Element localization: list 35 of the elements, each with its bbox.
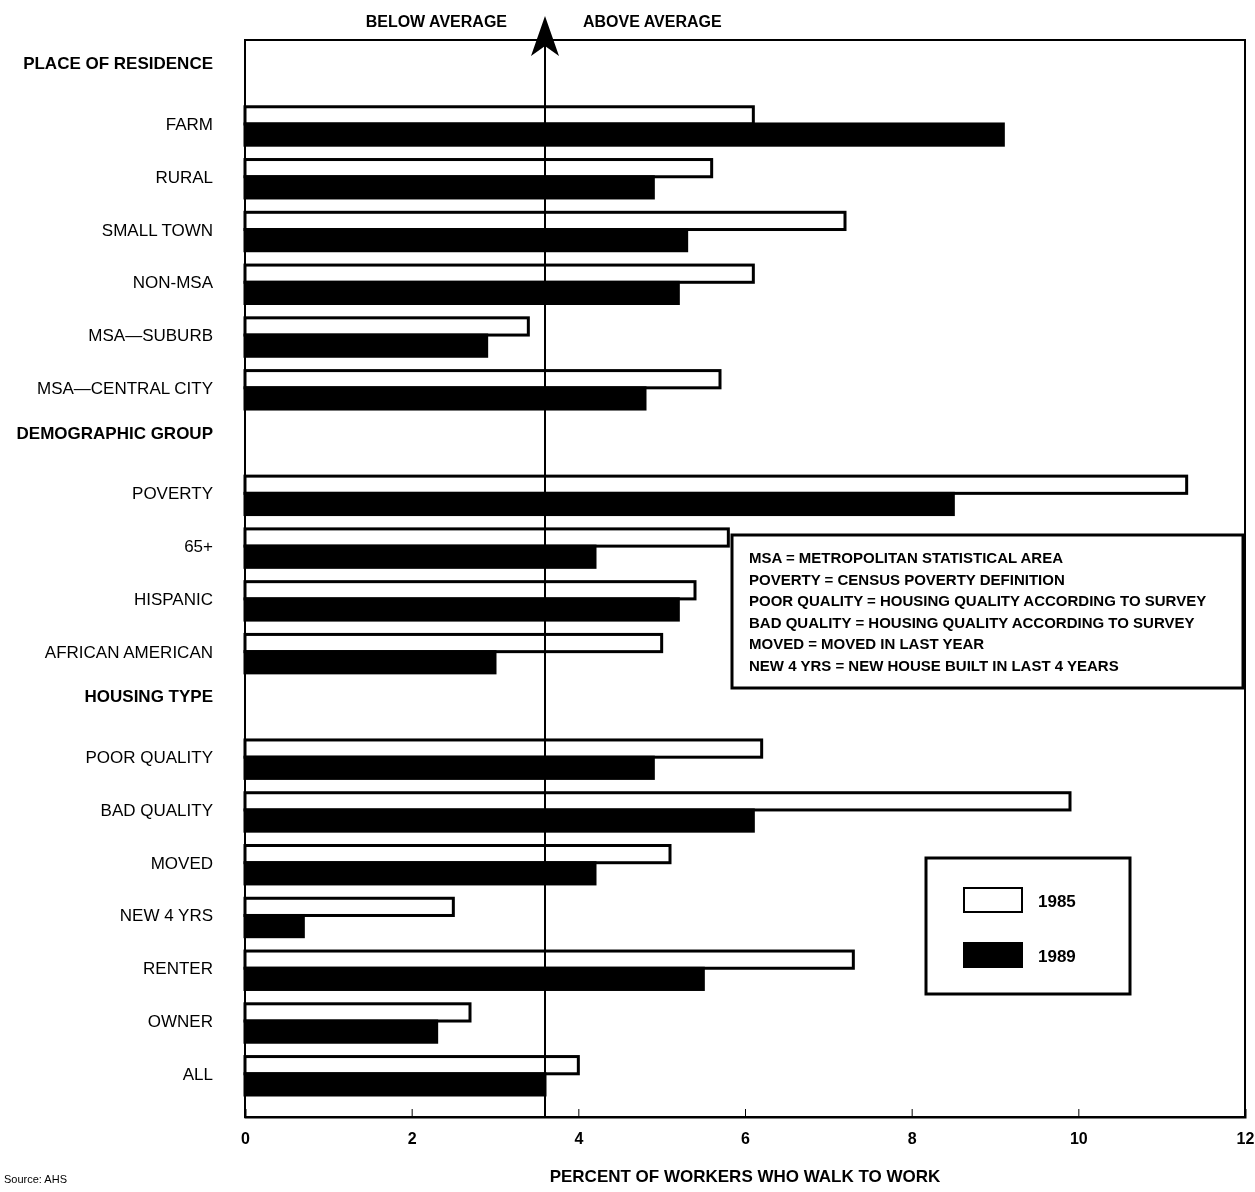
- y-tick-label: POOR QUALITY: [85, 748, 213, 768]
- x-tick-label: 0: [241, 1130, 251, 1148]
- y-tick-label: HISPANIC: [133, 589, 213, 609]
- y-tick-label: BAD QUALITY: [100, 800, 213, 820]
- source-note: Source: AHS: [4, 1173, 67, 1185]
- y-tick-label: AFRICAN AMERICAN: [44, 642, 213, 662]
- y-tick-label: OWNER: [147, 1012, 213, 1032]
- x-tick-label: 6: [741, 1130, 751, 1148]
- legend-label: 1989: [1038, 947, 1076, 966]
- y-tick-label: POVERTY: [132, 484, 213, 504]
- text: ABOVE AVERAGE: [583, 13, 723, 30]
- y-tick-label: MOVED: [150, 853, 213, 873]
- x-tick-label: 10: [1069, 1130, 1088, 1148]
- x-tick-label: 12: [1236, 1130, 1255, 1148]
- y-tick-label: ALL: [182, 1064, 213, 1084]
- note-box: MSA = METROPOLITAN STATISTICAL AREA POVERTY = CENSUS POVERTY DEFINITION POOR QUALITY = HOUSING QUALITY ACCORDING TO SURVEY BAD QUALITY = HOUSING QUALITY ACCORDING TO SURVEY MOVED = MOVED IN LAST YEAR NEW 4 YRS = NEW HOUSE BUILT IN LAST 4 YEARS: [730, 533, 1245, 690]
- y-tick-label: RURAL: [155, 167, 213, 187]
- y-tick-label: FARM: [165, 114, 213, 134]
- y-tick-label: SMALL TOWN: [101, 220, 213, 240]
- x-tick-label: 8: [907, 1130, 917, 1148]
- x-tick-label: 2: [407, 1130, 417, 1148]
- y-tick-label: 65+: [184, 537, 214, 557]
- y-tick-label: NON-MSA: [132, 273, 214, 293]
- y-tick-label: PLACE OF RESIDENCE: [23, 54, 213, 74]
- x-tick-label: 4: [574, 1130, 584, 1148]
- y-tick-label: RENTER: [143, 959, 213, 979]
- legend-label: 1985: [1038, 892, 1076, 911]
- y-tick-label: HOUSING TYPE: [84, 687, 213, 707]
- x-axis-title: PERCENT OF WORKERS WHO WALK TO WORK: [549, 1167, 942, 1186]
- y-tick-label: DEMOGRAPHIC GROUP: [16, 423, 213, 443]
- y-tick-label: NEW 4 YRS: [119, 906, 213, 926]
- text: BELOW AVERAGE: [365, 13, 508, 30]
- y-tick-label: MSA—CENTRAL CITY: [36, 378, 213, 398]
- annotation: MSA = METROPOLITAN STATISTICAL AREA POVERTY = CENSUS POVERTY DEFINITION POOR QUALITY = HOUSING QUALITY ACCORDING TO SURVEY BAD QUALITY = HOUSING QUALITY ACCORDING TO SURVEY MOVED = MOVED IN LAST YEAR NEW 4 YRS = NEW HOUSE BUILT IN LAST 4 YEARS: [749, 549, 1207, 674]
- y-tick-label: MSA—SUBURB: [88, 326, 213, 346]
